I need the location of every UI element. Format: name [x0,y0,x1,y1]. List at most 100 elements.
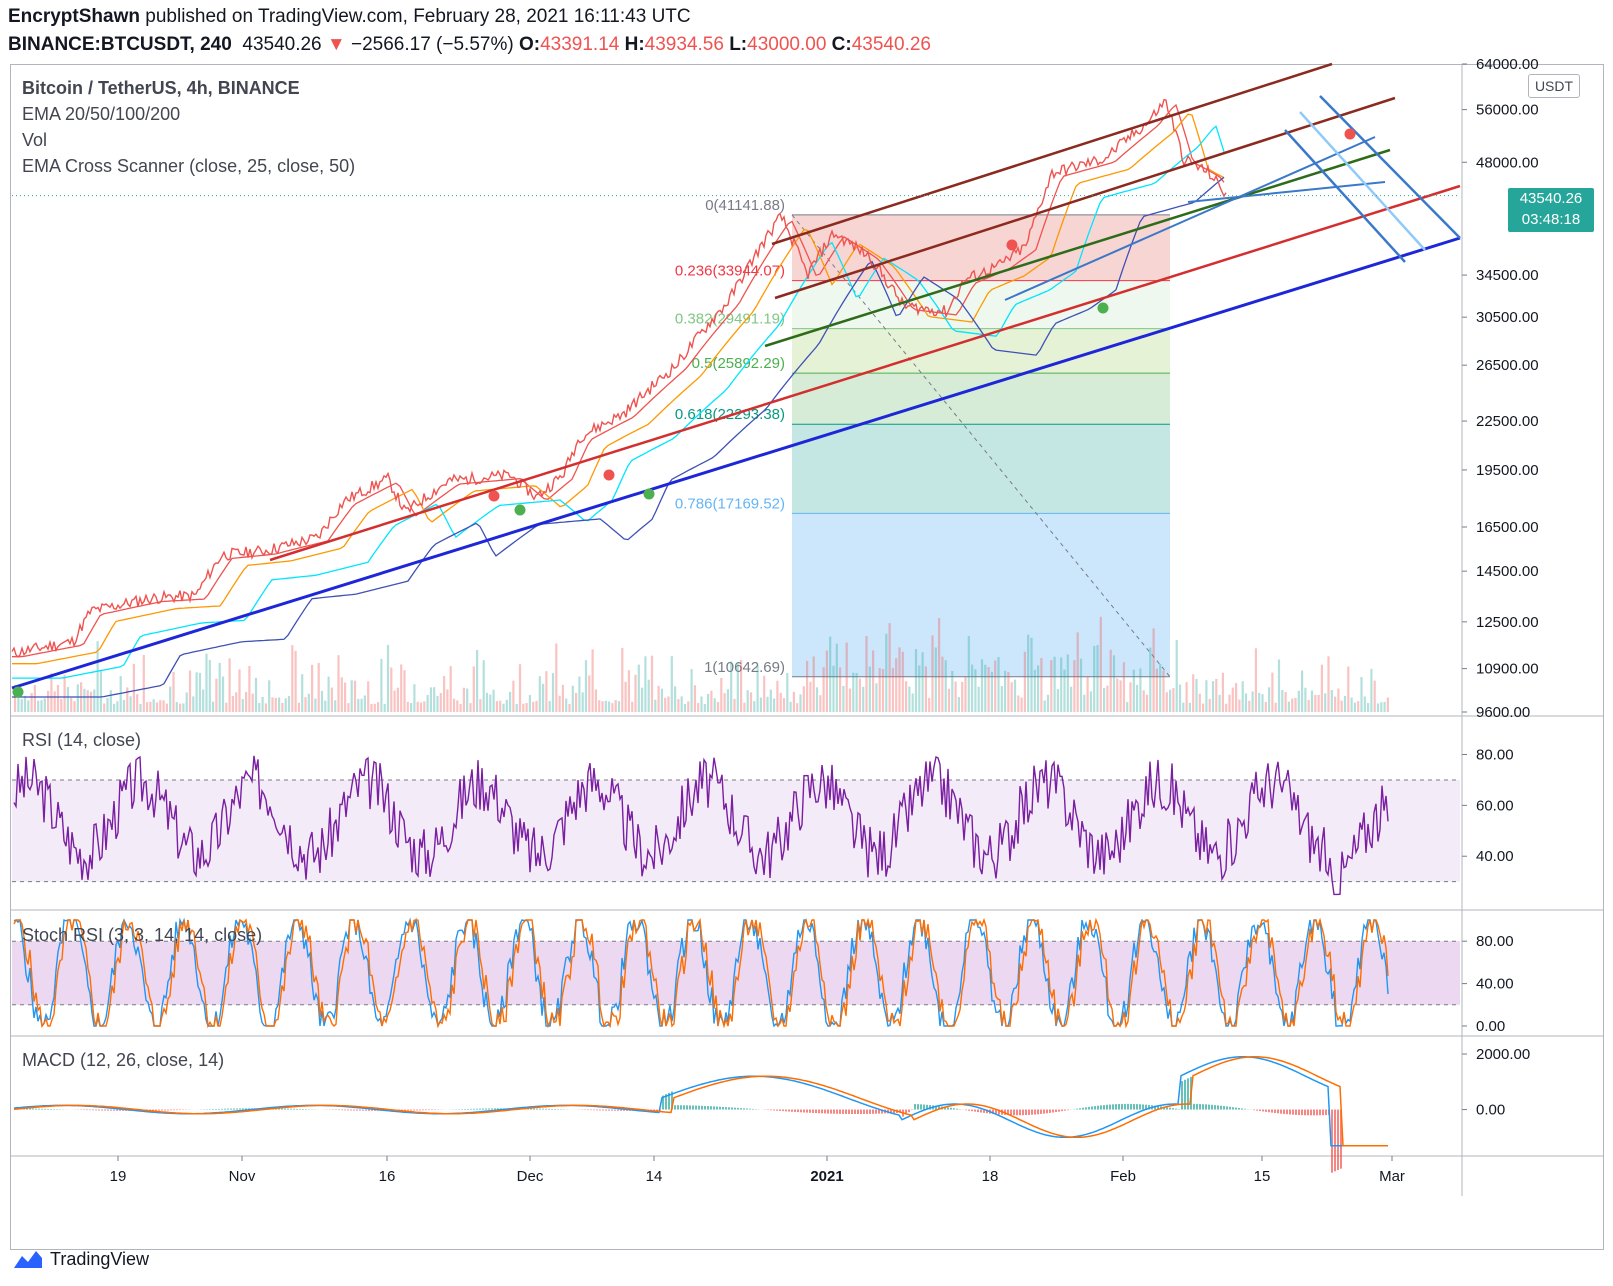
last-price-badge: 43540.26 03:48:18 [1508,188,1594,232]
volume-bar [202,689,205,712]
volume-bar [674,686,677,712]
volume-bar [429,687,432,712]
volume-bar [1268,687,1271,712]
volume-bar [268,680,271,712]
macd-histogram-bar [827,1109,829,1114]
macd-histogram-bar [230,1108,232,1110]
volume-bar [1093,645,1096,712]
macd-histogram-bar [356,1109,358,1111]
macd-histogram-bar [878,1109,880,1114]
macd-histogram-bar [371,1109,373,1111]
macd-histogram-bar [770,1109,772,1111]
macd-histogram-bar [158,1109,160,1111]
macd-histogram-bar [1139,1104,1141,1110]
price-axis-label: 16500.00 [1476,519,1539,536]
volume-bar [1046,694,1050,712]
macd-histogram-bar [113,1109,115,1111]
macd-histogram-bar [926,1104,928,1110]
volume-bar [40,700,43,712]
macd-histogram-bar [1103,1105,1105,1110]
volume-bar [518,664,522,712]
macd-histogram-bar [782,1109,784,1112]
volume-bar [697,702,700,712]
macd-histogram-bar [98,1109,100,1111]
legend-vol[interactable]: Vol [22,130,48,150]
volume-bar [868,666,871,712]
volume-bar [152,699,155,712]
stoch-d-line [13,917,1389,1029]
tradingview-logo[interactable]: TradingView [10,1248,149,1270]
volume-bar [895,658,898,712]
macd-histogram-bar [872,1109,874,1114]
volume-bar [337,655,340,712]
stoch-legend[interactable]: Stoch RSI (3, 3, 14, 14, close) [22,925,263,945]
volume-bar [1198,693,1201,712]
macd-histogram-bar [1220,1105,1222,1110]
macd-histogram-bar [998,1109,1000,1115]
macd-histogram-bar [1175,1108,1177,1110]
macd-histogram-bar [1121,1103,1123,1110]
macd-histogram-bar [41,1108,43,1110]
macd-histogram-bar [1088,1106,1090,1110]
volume-bar [426,694,429,712]
chart-frame[interactable] [10,64,1604,1250]
macd-histogram-bar [425,1109,427,1111]
macd-histogram-bar [1031,1109,1033,1115]
macd-histogram-bar [161,1109,163,1111]
macd-histogram-bar [530,1108,532,1110]
macd-histogram-bar [1268,1109,1270,1113]
macd-histogram-bar [1316,1109,1318,1116]
badge-price: 43540.26 [1519,190,1583,207]
volume-bar [1175,639,1178,712]
legend-ema[interactable]: EMA 20/50/100/200 [22,104,181,124]
volume-bar [86,690,89,712]
macd-histogram-bar [686,1105,688,1110]
volume-bar [753,701,756,712]
macd-histogram-bar [1277,1109,1279,1114]
volume-bar [231,696,234,712]
macd-histogram-bar [947,1107,949,1110]
author-name[interactable]: EncryptShawn [8,6,140,27]
volume-bar [208,659,211,712]
volume-bar [1073,660,1076,712]
volume-bar [1106,685,1109,712]
volume-bar [238,669,241,712]
macd-histogram-bar [167,1109,169,1111]
volume-bar [707,693,710,712]
ema-200-line [12,176,1225,698]
legend-title[interactable]: Bitcoin / TetherUS, 4h, BINANCE [22,78,300,98]
volume-bar [357,698,360,712]
fib-level-label: 0(41141.88) [705,197,785,214]
macd-histogram-bar [740,1108,742,1110]
volume-bar [1353,702,1356,712]
volume-bar [888,623,891,712]
macd-legend[interactable]: MACD (12, 26, close, 14) [22,1050,225,1070]
macd-histogram-bar [824,1109,826,1114]
volume-bar [509,691,512,712]
macd-histogram-bar [857,1109,859,1114]
volume-bar [47,690,50,712]
volume-bar [1149,647,1152,712]
rsi-axis-label: 80.00 [1476,747,1514,764]
volume-bar [1066,654,1069,712]
rsi-legend[interactable]: RSI (14, close) [22,730,142,750]
macd-histogram-bar [617,1109,619,1111]
price-axis-label: 14500.00 [1476,563,1539,580]
macd-histogram-bar [404,1109,406,1111]
macd-histogram-bar [893,1109,895,1114]
macd-histogram-bar [416,1109,418,1111]
volume-bar [631,701,634,712]
macd-histogram-bar [605,1109,607,1111]
macd-axis-label: 0.00 [1476,1102,1505,1119]
legend-scanner[interactable]: EMA Cross Scanner (close, 25, close, 50) [22,156,356,176]
macd-histogram-bar [1148,1104,1150,1110]
publish-info: EncryptShawn published on TradingView.co… [8,6,691,28]
symbol-label[interactable]: BINANCE:BTCUSDT, 240 [8,34,232,55]
volume-bar [433,687,436,712]
volume-bar [126,687,129,712]
volume-bar [944,660,947,712]
price-axis-label: 34500.00 [1476,267,1539,284]
currency-label[interactable]: USDT [1528,74,1580,98]
volume-bar [1264,701,1267,712]
